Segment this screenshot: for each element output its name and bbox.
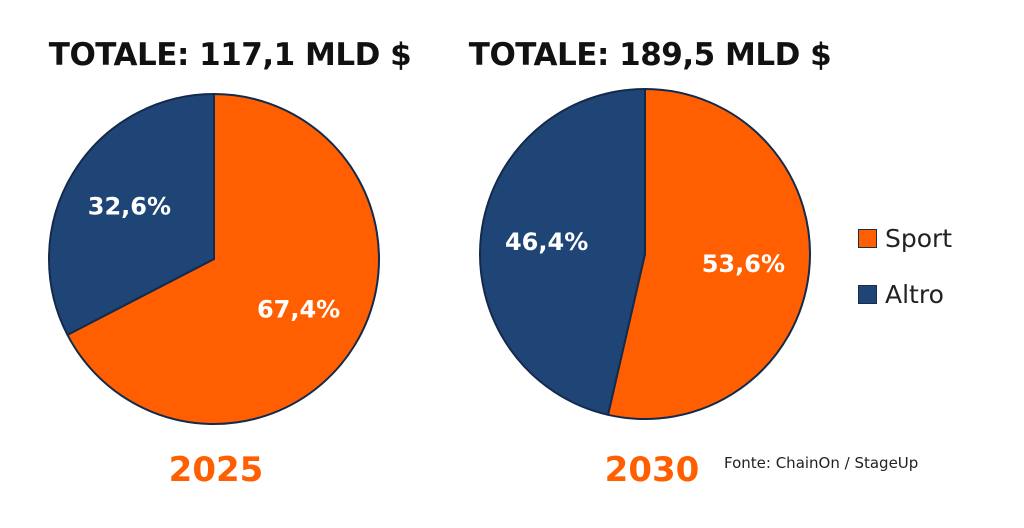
pie-slice-altro-2025 [48,93,215,336]
pie-slice-sport-2025 [66,93,380,425]
legend-item-sport: Sport [858,220,952,256]
pie-2025: 67,4% 32,6% [48,93,380,425]
slice-label-sport-2025: 67,4% [257,295,340,323]
slice-label-altro-2030: 46,4% [505,228,588,256]
legend-swatch-altro [858,284,877,304]
legend-label-sport: Sport [885,223,953,253]
year-label-2030: 2030 [604,450,700,490]
legend: Sport Altro [858,220,952,332]
year-label-2025: 2025 [168,450,264,490]
legend-label-altro: Altro [885,279,944,309]
legend-item-altro: Altro [858,276,952,312]
slice-label-altro-2025: 32,6% [88,193,171,221]
pie-slice-sport-2030 [606,88,811,420]
slice-label-sport-2030: 53,6% [702,250,785,278]
chart-title-2030: TOTALE: 189,5 MLD $ [468,37,832,73]
source-note: Fonte: ChainOn / StageUp [724,454,919,472]
chart-title-2025: TOTALE: 117,1 MLD $ [48,37,412,73]
legend-swatch-sport [858,228,877,248]
pie-slice-altro-2030 [479,88,646,416]
pie-2030: 53,6% 46,4% [479,88,811,420]
